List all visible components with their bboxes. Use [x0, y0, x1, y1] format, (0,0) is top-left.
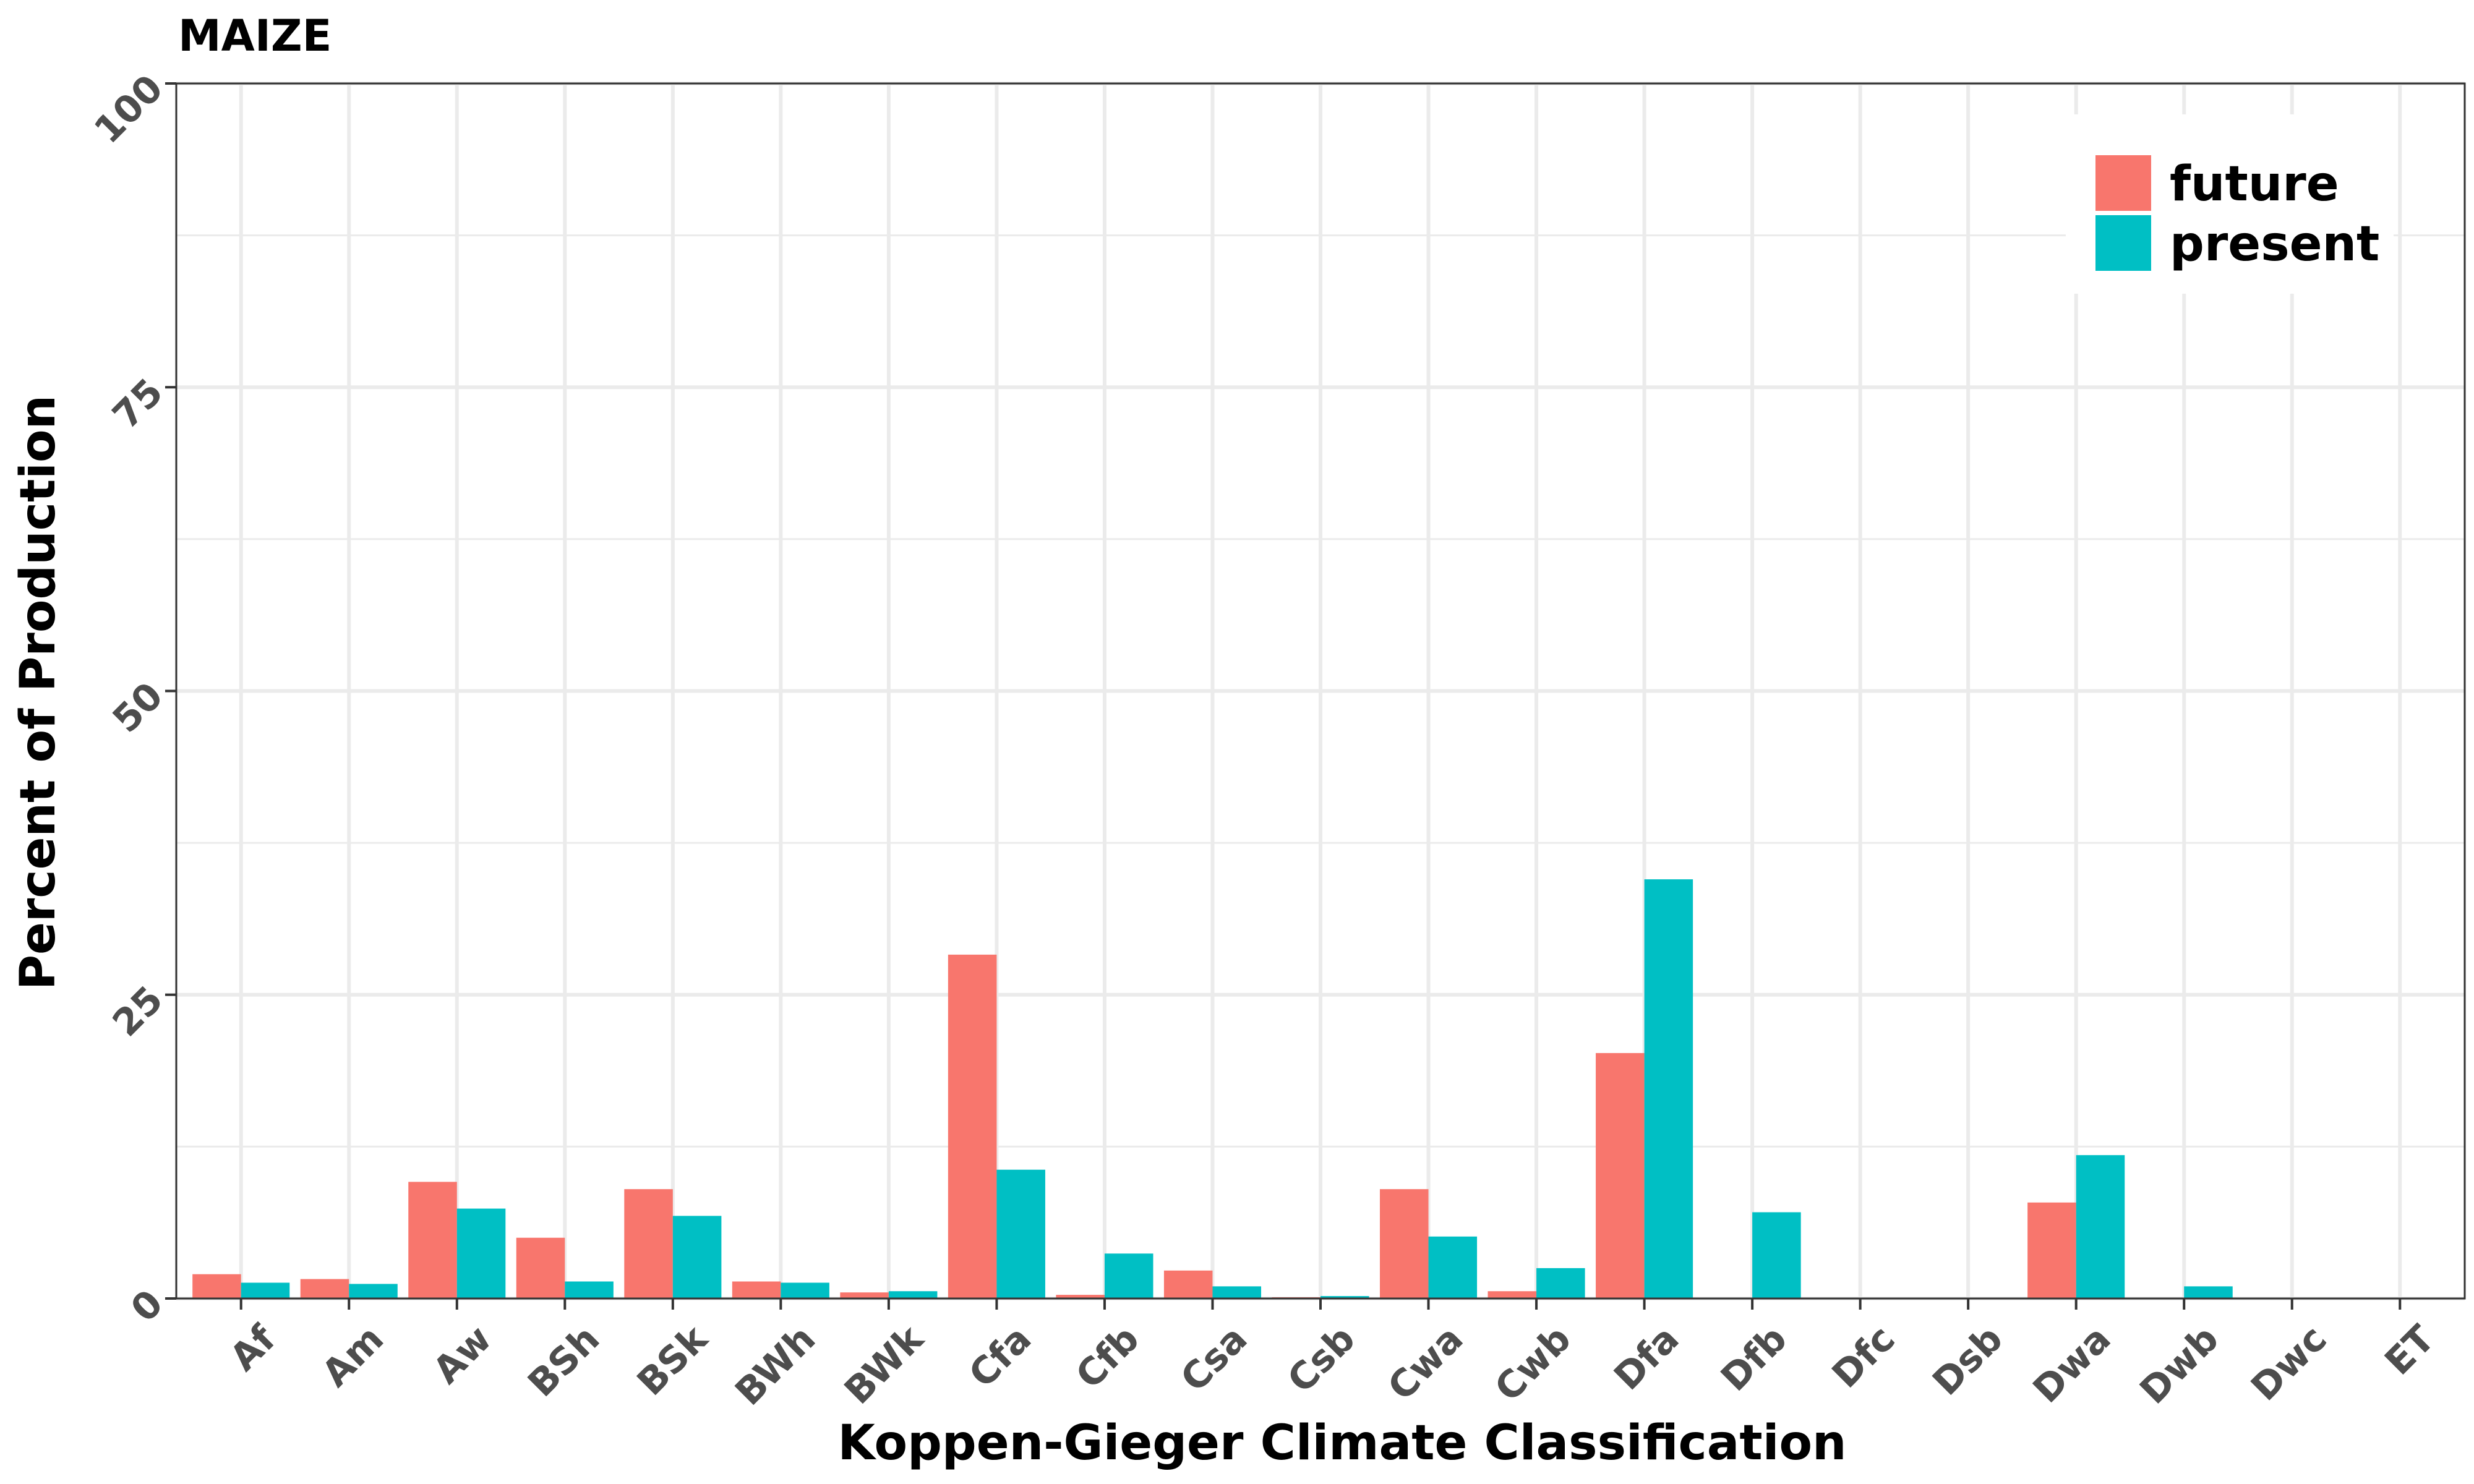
x-tick-label: Dfa [1606, 1317, 1687, 1399]
legend-label-future: future [2170, 156, 2339, 212]
x-tick-label: Am [314, 1317, 392, 1396]
x-tick-labels: Af Am Aw BSh BSk BWh BWk Cfa Cfb Csa Csb Cwa Cwb Dfa D… [222, 1316, 2443, 1414]
y-tick-label: 0 [122, 1282, 171, 1331]
bars [192, 879, 2233, 1298]
bar-future-BSh [516, 1237, 565, 1298]
bar-future-Cfa [948, 954, 997, 1298]
x-tick-label: Cfa [961, 1317, 1040, 1396]
bar-present-Af [241, 1282, 290, 1298]
bar-future-BWk [840, 1292, 889, 1298]
bar-future-Af [192, 1274, 241, 1298]
bar-present-BWh [781, 1282, 829, 1298]
x-tick-label: Cfb [1068, 1317, 1147, 1397]
bar-future-Cwa [1379, 1189, 1429, 1298]
bar-future-Am [300, 1279, 349, 1298]
x-tick-label: Dwc [2243, 1317, 2335, 1409]
bar-present-Aw [456, 1208, 506, 1298]
x-tick-label: Cwa [1380, 1317, 1471, 1409]
y-tick-label: 100 [86, 67, 171, 152]
y-tick-label: 50 [105, 674, 172, 741]
bar-present-Cwa [1428, 1236, 1478, 1298]
bar-future-Csa [1163, 1270, 1213, 1298]
bar-future-BWh [732, 1281, 781, 1298]
chart-title: MAIZE [178, 11, 332, 61]
bar-present-Cfb [1104, 1253, 1154, 1298]
bar-present-Dwb [2184, 1286, 2233, 1298]
bar-present-Dfa [1644, 879, 1693, 1298]
x-tick-label: Csa [1173, 1317, 1256, 1401]
bar-future-Cfb [1056, 1295, 1105, 1298]
x-tick-label: Csb [1279, 1317, 1363, 1401]
x-tick-label: BSk [629, 1316, 717, 1404]
x-tick-label: BWh [727, 1317, 824, 1414]
x-tick-label: ET [2377, 1317, 2443, 1383]
axis-ticks [165, 82, 2402, 1310]
bar-present-Am [349, 1284, 398, 1298]
x-tick-label: BWk [836, 1316, 933, 1413]
x-tick-label: Dwb [2132, 1317, 2227, 1412]
x-tick-label: BSh [520, 1317, 608, 1405]
bar-present-Dfb [1752, 1212, 1801, 1298]
x-tick-label: Dfb [1713, 1317, 1796, 1400]
legend-label-present: present [2170, 216, 2379, 272]
x-axis-title: Koppen-Gieger Climate Classification [837, 1415, 1846, 1471]
bar-present-Csb [1320, 1296, 1369, 1298]
x-tick-label: Dwa [2025, 1317, 2120, 1412]
bar-present-BSh [565, 1281, 614, 1298]
x-tick-label: Dsb [1925, 1317, 2011, 1404]
bar-future-Aw [408, 1182, 457, 1298]
x-tick-label: Aw [425, 1317, 500, 1392]
y-tick-label: 75 [105, 370, 172, 438]
bar-present-BWk [888, 1291, 938, 1298]
bar-present-BSk [672, 1216, 722, 1298]
x-tick-label: Dfc [1824, 1317, 1903, 1396]
bar-present-Csa [1212, 1286, 1262, 1298]
bar-present-Cwb [1536, 1268, 1585, 1298]
y-tick-labels: 0 25 50 75 100 [86, 67, 171, 1331]
bar-present-Cfa [996, 1169, 1045, 1298]
bar-future-Dfa [1596, 1053, 1645, 1298]
x-tick-label: Cwb [1487, 1317, 1580, 1410]
bar-present-Dwa [2076, 1155, 2125, 1298]
legend-key-present [2095, 215, 2151, 271]
y-tick-label: 25 [105, 978, 172, 1046]
bar-future-Dwa [2027, 1202, 2076, 1298]
legend-key-future [2095, 155, 2151, 211]
y-axis-title: Percent of Production [11, 395, 66, 990]
bar-future-Cwb [1487, 1291, 1537, 1298]
legend: future present [2066, 114, 2394, 294]
x-tick-label: Af [222, 1317, 285, 1380]
bar-future-BSk [624, 1189, 673, 1298]
